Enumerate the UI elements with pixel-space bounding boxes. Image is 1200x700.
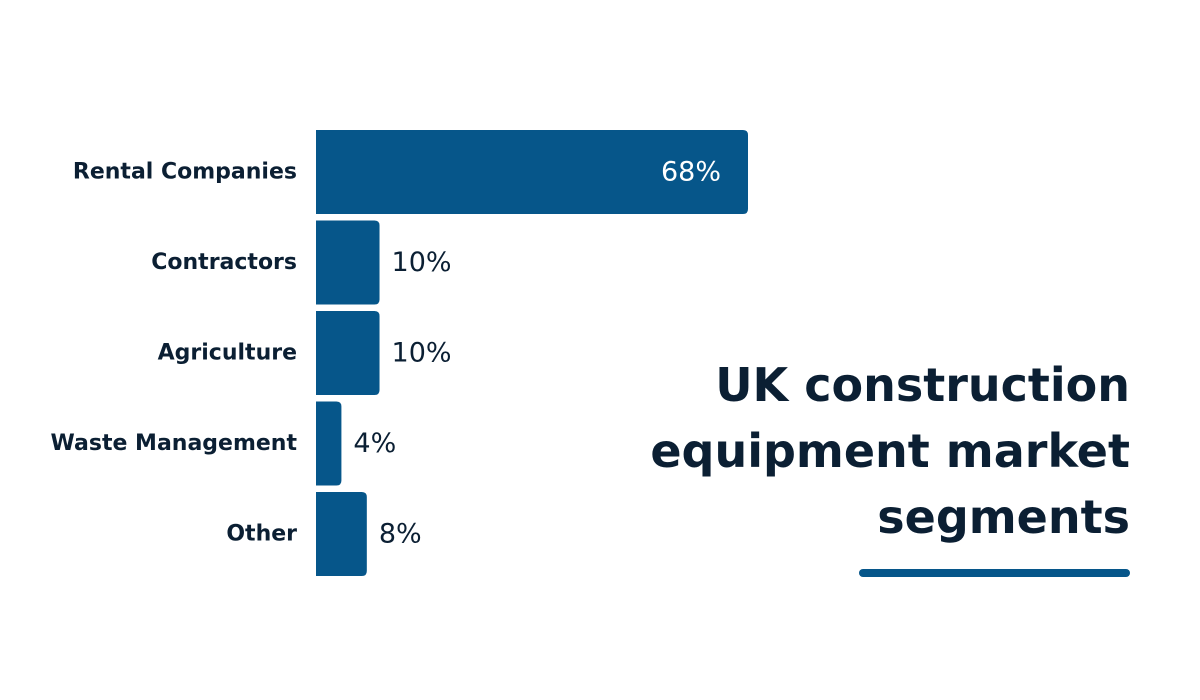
title-line-1: UK construction (715, 358, 1130, 412)
title-line-2: equipment market (650, 424, 1130, 478)
bar-rental-companies (316, 130, 748, 214)
bar-waste-management (316, 401, 342, 486)
bar-contractors (316, 220, 380, 305)
category-label-other: Other (226, 522, 297, 547)
title-underline (859, 569, 1130, 577)
category-label-waste-management: Waste Management (51, 431, 298, 456)
title-line-3: segments (877, 490, 1130, 544)
value-label-rental-companies: 68% (661, 157, 721, 188)
value-label-agriculture: 10% (392, 338, 452, 369)
category-label-rental-companies: Rental Companies (73, 160, 297, 185)
bar-agriculture (316, 311, 380, 395)
bar-other (316, 492, 367, 576)
value-label-other: 8% (379, 519, 422, 550)
chart-title: UK construction equipment market segment… (610, 352, 1130, 550)
category-label-agriculture: Agriculture (158, 341, 297, 366)
category-label-contractors: Contractors (151, 250, 297, 275)
value-label-contractors: 10% (392, 247, 452, 278)
value-label-waste-management: 4% (353, 428, 396, 459)
